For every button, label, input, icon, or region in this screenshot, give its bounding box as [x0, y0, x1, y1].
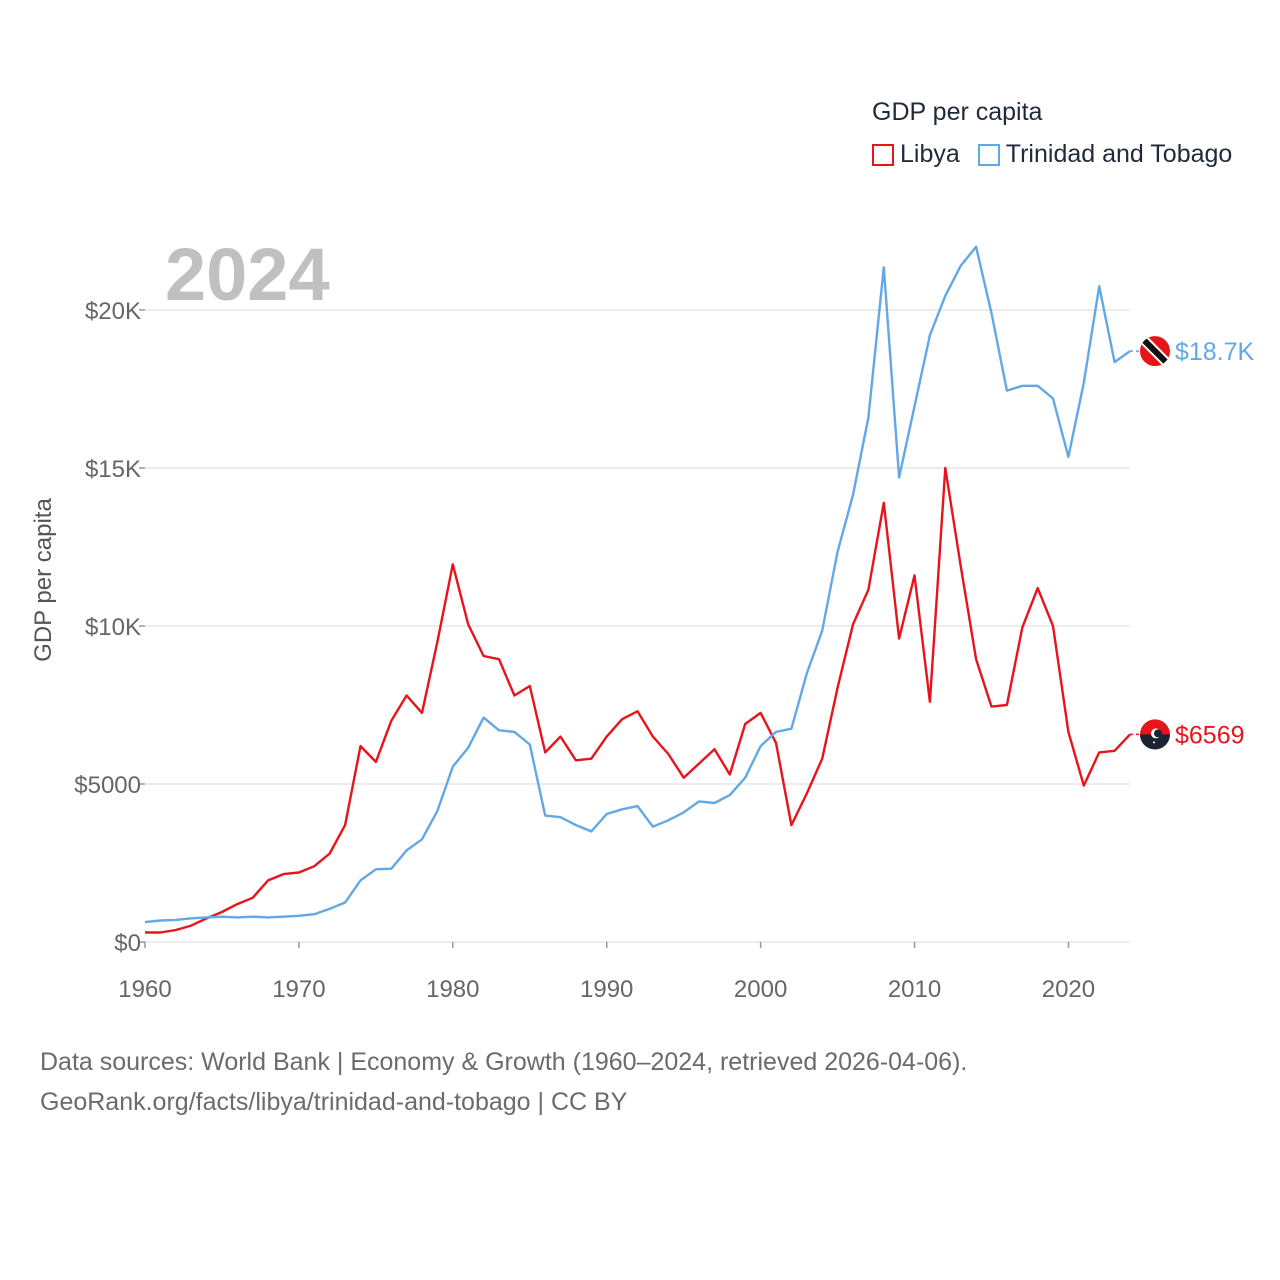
series-end-markers: $6569 $18.7K	[1130, 336, 1255, 750]
series-line-libya	[145, 466, 1131, 934]
end-value-label-libya: $6569	[1175, 721, 1245, 749]
y-axis-title: GDP per capita	[30, 498, 57, 662]
y-axis-ticks: $0 $5000 $10K $15K $20K	[74, 298, 145, 957]
legend-swatch-libya	[872, 143, 894, 166]
legend-label-trinidad-and-tobago: Trinidad and Tobago	[1005, 140, 1233, 168]
flag-libya-band	[1140, 734, 1170, 750]
y-tick-label: $15K	[85, 456, 141, 483]
data-source-text: Data sources: World Bank | Economy & Gro…	[40, 1048, 968, 1076]
legend-item-trinidad-and-tobago[interactable]: Trinidad and Tobago	[977, 140, 1233, 169]
y-tick-label: $10K	[85, 614, 141, 641]
series-lines	[144, 245, 1131, 934]
x-tick-label: 2010	[888, 976, 941, 1003]
end-marker-trinidad-and-tobago: $18.7K	[1130, 336, 1255, 367]
grid-lines	[145, 309, 1130, 943]
footer: Data sources: World Bank | Economy & Gro…	[40, 1042, 967, 1122]
legend: Libya Trinidad and Tobago	[872, 140, 1250, 169]
legend-swatch-trinidad-and-tobago	[977, 143, 1000, 166]
flag-libya-star	[1153, 741, 1155, 744]
x-tick-label: 1990	[580, 976, 633, 1003]
legend-title: GDP per capita	[872, 98, 1043, 126]
source-link[interactable]: GeoRank.org/facts/libya/trinidad-and-tob…	[40, 1088, 628, 1116]
x-tick-label: 1960	[118, 976, 171, 1003]
legend-label-libya: Libya	[900, 140, 960, 168]
series-line-trinidad-and-tobago	[144, 245, 1131, 924]
x-tick-label: 1970	[272, 976, 325, 1003]
x-tick-label: 1980	[426, 976, 479, 1003]
legend-item-libya[interactable]: Libya	[872, 140, 960, 169]
x-tick-label: 2000	[734, 976, 787, 1003]
end-marker-libya: $6569	[1130, 719, 1245, 750]
year-label: 2024	[165, 233, 330, 316]
x-axis-ticks: 1960 1970 1980 1990 2000 2010 2020	[118, 942, 1095, 1003]
y-tick-label: $5000	[74, 772, 141, 799]
y-tick-label: $0	[114, 930, 141, 957]
flag-libya-crescent-cut	[1154, 729, 1162, 738]
y-tick-label: $20K	[85, 298, 141, 325]
x-tick-label: 2020	[1042, 976, 1095, 1003]
end-value-label-trinidad-and-tobago: $18.7K	[1175, 338, 1255, 366]
